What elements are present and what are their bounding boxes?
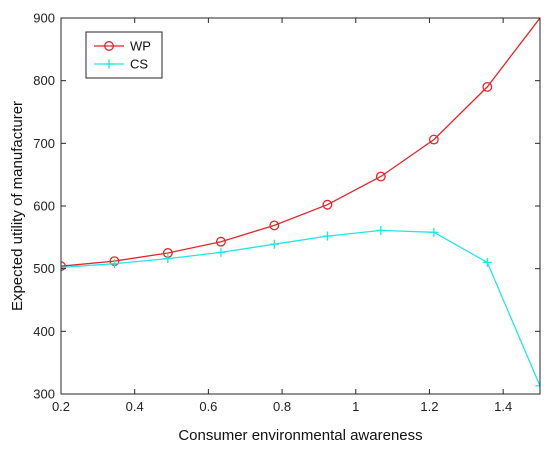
data-point-wp xyxy=(375,171,386,182)
x-tick-label: 0.2 xyxy=(52,399,70,414)
data-point-cs xyxy=(61,262,66,272)
y-tick-label: 300 xyxy=(33,387,55,402)
legend-marker xyxy=(104,59,114,69)
data-point-cs xyxy=(269,239,279,249)
legend-item-wp: WP xyxy=(94,39,151,54)
data-point-wp xyxy=(482,81,493,92)
legend-box xyxy=(85,31,163,79)
legend-label: WP xyxy=(130,39,151,54)
series-line-wp xyxy=(61,18,540,267)
data-point-wp xyxy=(428,134,439,145)
y-tick-label: 800 xyxy=(33,73,55,88)
data-point-cs xyxy=(535,381,540,391)
series-line-cs xyxy=(61,229,540,387)
data-point-cs xyxy=(216,247,226,257)
data-point-wp xyxy=(215,236,226,247)
data-point-cs xyxy=(482,257,492,267)
x-tick-label: 1 xyxy=(352,399,359,414)
y-tick-label: 700 xyxy=(33,136,55,151)
y-tick-label: 400 xyxy=(33,324,55,339)
data-point-cs xyxy=(429,227,439,237)
data-point-cs xyxy=(376,225,386,235)
data-point-cs xyxy=(109,259,119,269)
legend: WP CS xyxy=(85,31,163,79)
x-axis-label: Consumer environmental awareness xyxy=(178,427,422,444)
legend-item-cs: CS xyxy=(94,57,148,72)
x-tick-label: 1.4 xyxy=(494,399,512,414)
data-point-cs xyxy=(163,254,173,264)
x-tick-label: 0.6 xyxy=(199,399,217,414)
y-tick-label: 900 xyxy=(33,11,55,26)
series-layer xyxy=(61,18,540,391)
y-axis-label: Expected utility of manufacturer xyxy=(9,101,26,311)
legend-marker xyxy=(104,41,114,51)
x-tick-label: 0.4 xyxy=(126,399,144,414)
data-point-wp xyxy=(269,220,280,231)
series-cs xyxy=(61,225,540,391)
series-wp xyxy=(61,18,540,272)
legend-label: CS xyxy=(130,57,148,72)
data-point-wp xyxy=(322,199,333,210)
plot-area xyxy=(61,18,540,394)
x-tick-label: 1.2 xyxy=(420,399,438,414)
y-tick-label: 500 xyxy=(33,261,55,276)
data-point-cs xyxy=(322,231,332,241)
y-tick-label: 600 xyxy=(33,199,55,214)
plot-background xyxy=(61,18,540,394)
x-tick-label: 0.8 xyxy=(273,399,291,414)
axes: 0.2 0.4 0.6 0.8 1 1.2 1.4 300 400 500 600 700 800 900 xyxy=(33,11,541,414)
